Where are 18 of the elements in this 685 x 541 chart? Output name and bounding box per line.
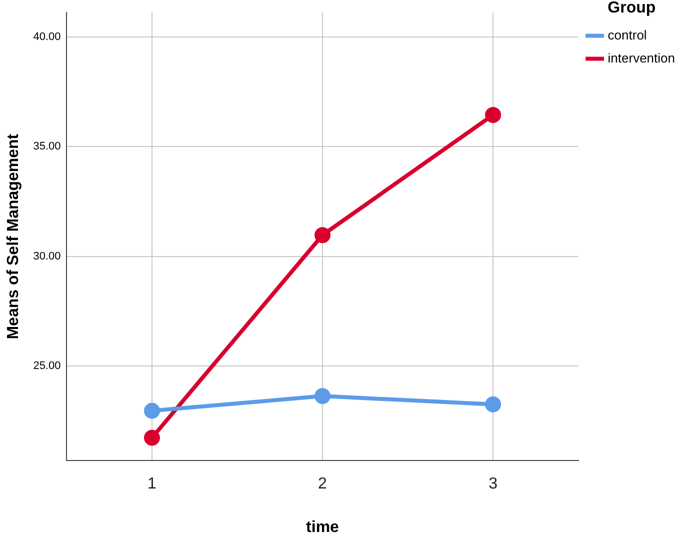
legend-label: intervention xyxy=(608,50,676,66)
point xyxy=(485,396,502,412)
point xyxy=(314,227,331,244)
x-axis-title: time xyxy=(306,518,340,536)
point xyxy=(314,388,331,404)
y-tick-label: 30.00 xyxy=(33,250,61,262)
x-tick-label: 3 xyxy=(488,476,498,493)
y-tick-label: 25.00 xyxy=(33,360,61,372)
x-tick-label: 1 xyxy=(148,476,157,493)
legend-label: control xyxy=(608,27,647,42)
y-tick-label: 40.00 xyxy=(33,30,61,43)
y-axis-title: Means of Self Management xyxy=(5,133,22,340)
point xyxy=(144,430,160,446)
point xyxy=(485,106,502,123)
legend-title: Group xyxy=(608,0,656,16)
point xyxy=(144,402,160,419)
y-tick-label: 35.00 xyxy=(33,140,61,153)
x-tick-label: 2 xyxy=(318,476,328,493)
